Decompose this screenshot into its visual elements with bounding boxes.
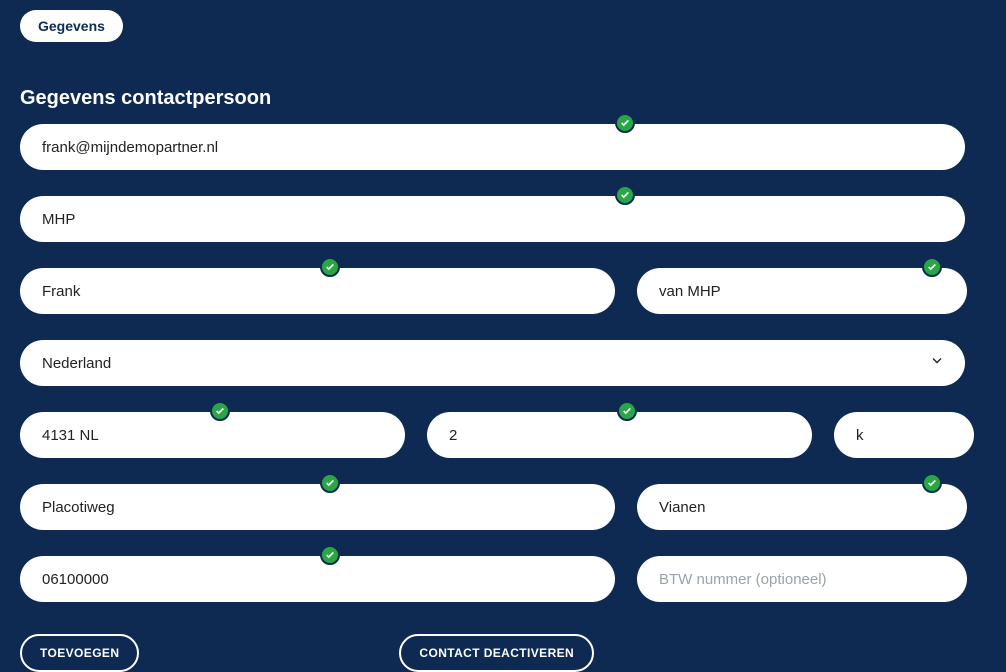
phone-input[interactable]: [20, 556, 615, 602]
field-lastname: [637, 268, 967, 314]
firstname-input[interactable]: [20, 268, 615, 314]
check-icon: [615, 113, 635, 133]
add-button[interactable]: TOEVOEGEN: [20, 634, 139, 672]
vat-input[interactable]: [637, 556, 967, 602]
email-input[interactable]: [20, 124, 965, 170]
country-select[interactable]: Nederland: [20, 340, 965, 386]
field-street: [20, 484, 615, 530]
field-phone: [20, 556, 615, 602]
check-icon: [617, 401, 637, 421]
field-company: [20, 196, 965, 242]
field-email: [20, 124, 965, 170]
company-input[interactable]: [20, 196, 965, 242]
field-country: Nederland: [20, 340, 965, 386]
check-icon: [320, 257, 340, 277]
deactivate-button[interactable]: CONTACT DEACTIVEREN: [399, 634, 594, 672]
contact-form: Nederland: [20, 124, 986, 672]
lastname-input[interactable]: [637, 268, 967, 314]
suffix-input[interactable]: [834, 412, 974, 458]
city-input[interactable]: [637, 484, 967, 530]
check-icon: [615, 185, 635, 205]
check-icon: [922, 257, 942, 277]
check-icon: [210, 401, 230, 421]
spacer: [139, 634, 399, 672]
field-housenumber: [427, 412, 812, 458]
street-input[interactable]: [20, 484, 615, 530]
section-title: Gegevens contactpersoon: [20, 87, 986, 110]
postcode-input[interactable]: [20, 412, 405, 458]
field-firstname: [20, 268, 615, 314]
check-icon: [320, 473, 340, 493]
field-postcode: [20, 412, 405, 458]
tab-gegevens[interactable]: Gegevens: [20, 10, 123, 42]
field-vat: [637, 556, 967, 602]
housenumber-input[interactable]: [427, 412, 812, 458]
field-city: [637, 484, 967, 530]
check-icon: [320, 545, 340, 565]
field-suffix: [834, 412, 974, 458]
check-icon: [922, 473, 942, 493]
action-buttons: TOEVOEGEN CONTACT DEACTIVEREN: [20, 634, 986, 672]
